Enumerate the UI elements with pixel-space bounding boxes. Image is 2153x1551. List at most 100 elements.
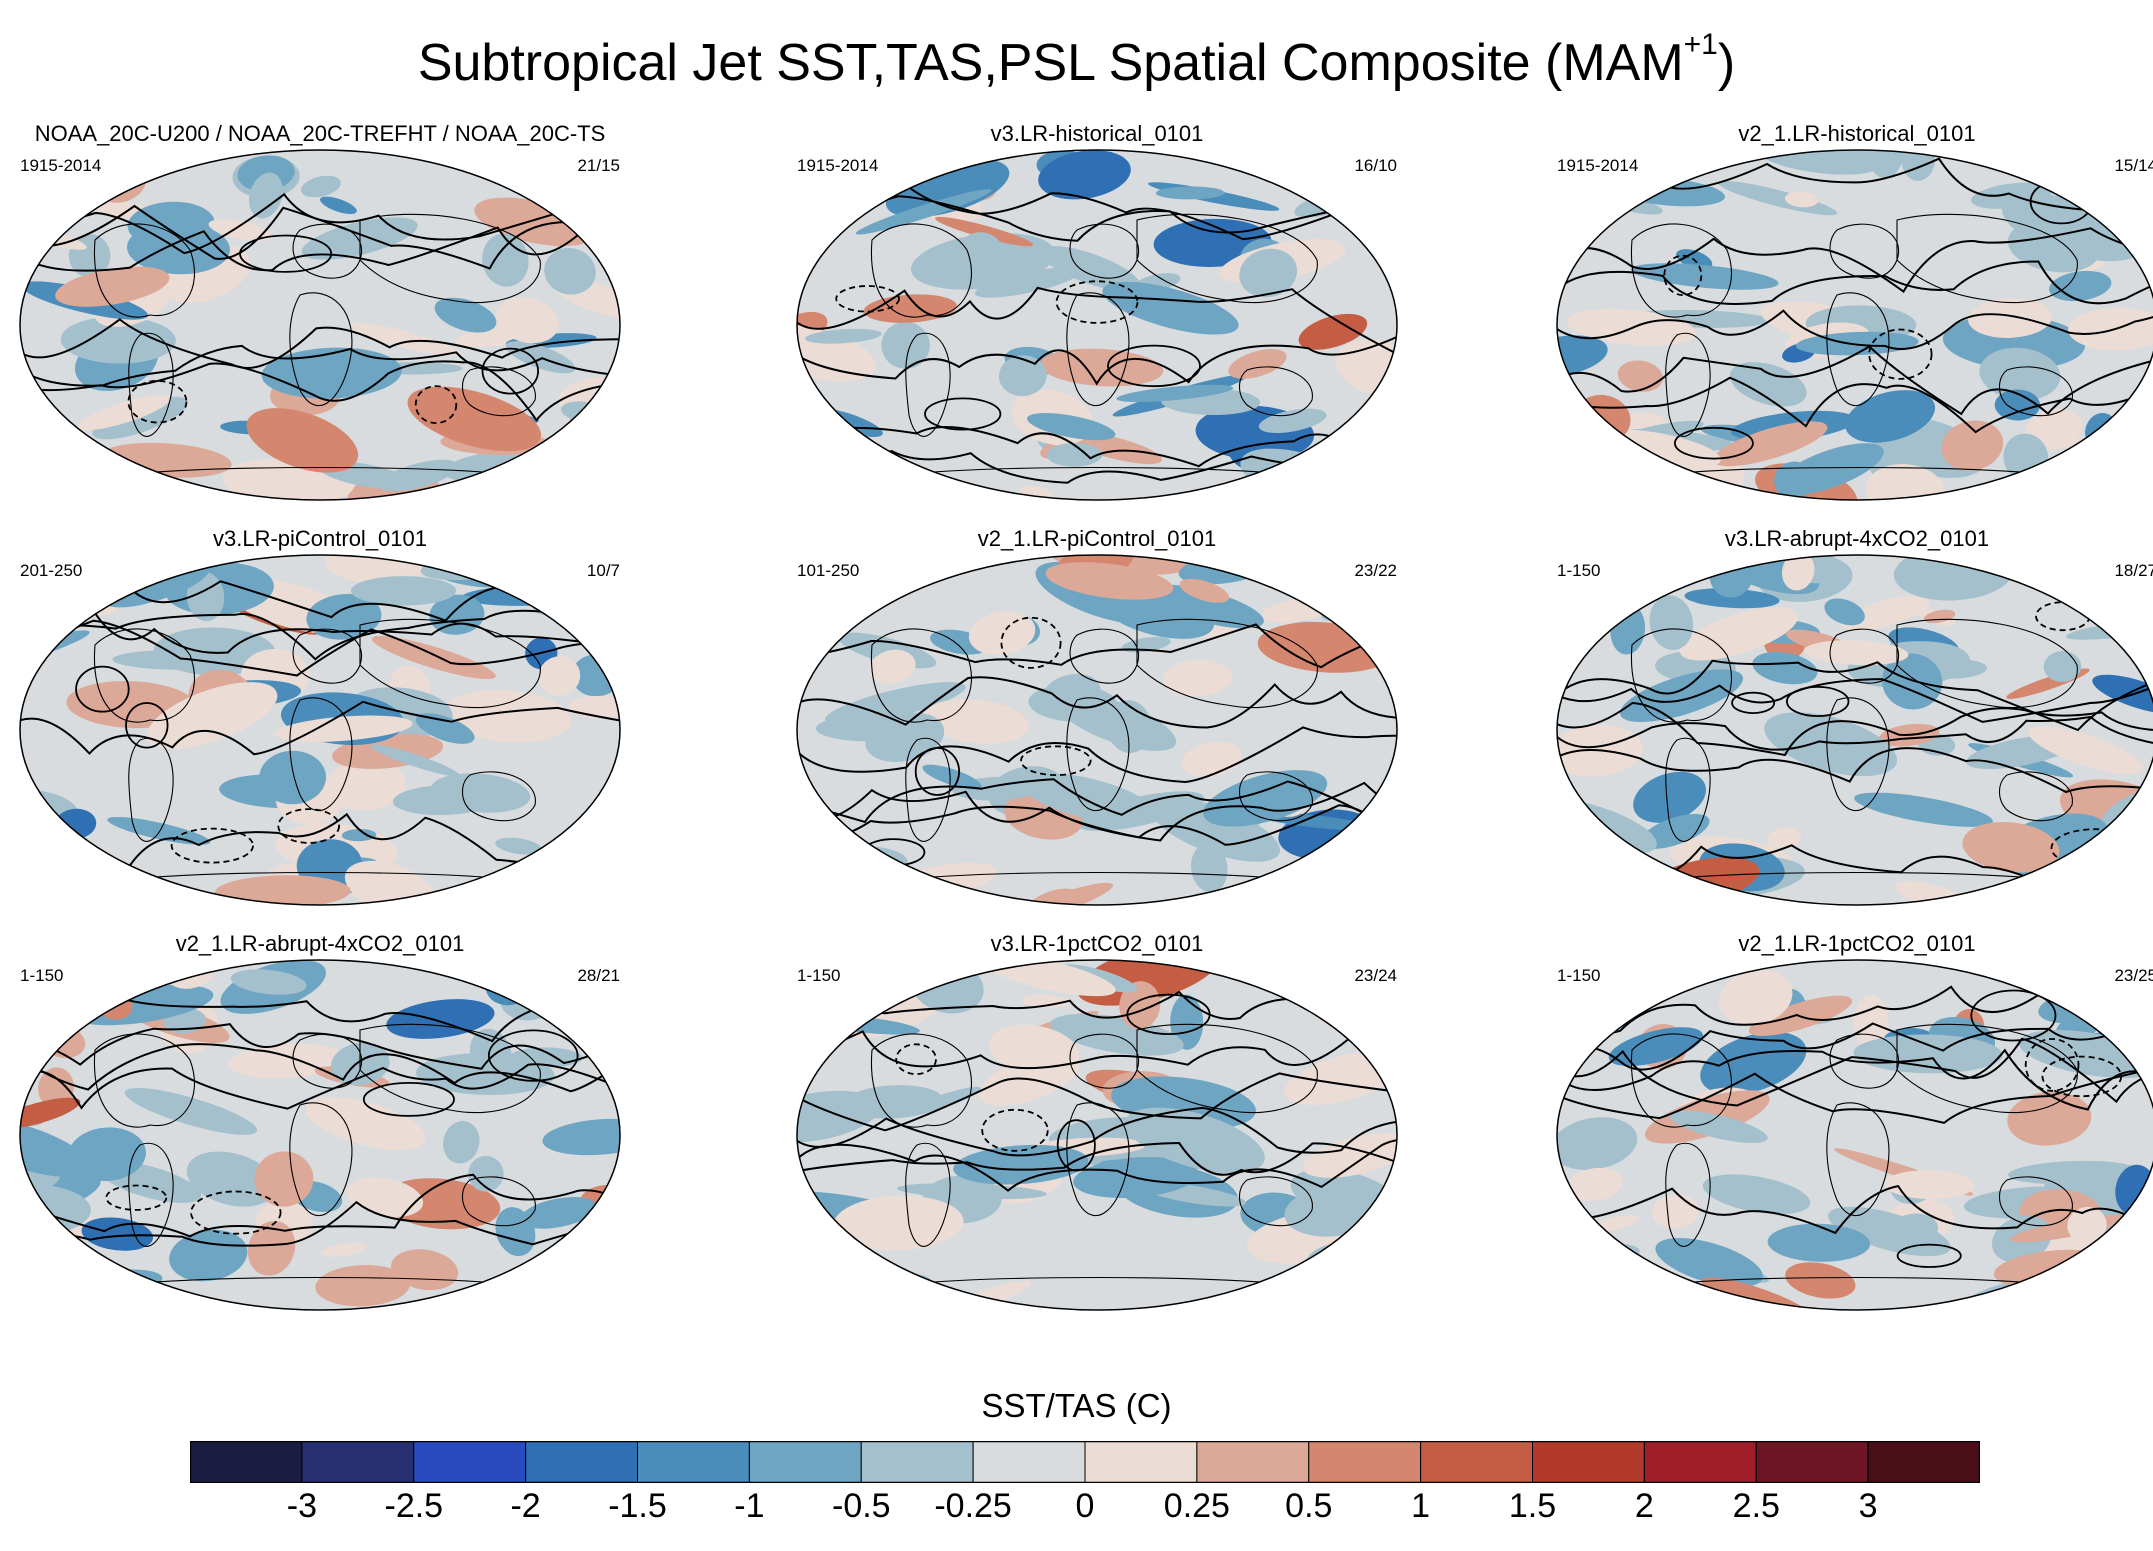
psl-contour-closed xyxy=(981,1108,1049,1152)
coastline xyxy=(1826,292,1890,407)
psl-contour-closed xyxy=(362,1081,455,1117)
psl-contour xyxy=(1557,295,2153,350)
coastline xyxy=(1665,1142,1711,1247)
anomaly-patch xyxy=(2043,650,2082,683)
panel-title: v2_1.LR-abrupt-4xCO2_0101 xyxy=(175,931,465,956)
anomaly-patch xyxy=(998,355,1047,397)
psl-contour xyxy=(797,323,1397,386)
anomaly-patch xyxy=(1882,653,1943,710)
colorbar-segment xyxy=(1532,1441,1645,1483)
anomaly-patch xyxy=(430,773,531,813)
coastline xyxy=(896,466,1298,476)
coastline xyxy=(1826,697,1890,812)
anomaly-patch xyxy=(315,1265,410,1307)
psl-contour xyxy=(20,606,620,654)
global-map xyxy=(19,554,621,906)
psl-contour xyxy=(797,621,1397,669)
anomaly-patch xyxy=(1068,432,1162,465)
anomaly-patch xyxy=(407,386,542,452)
coastline xyxy=(128,332,174,437)
panel-count: 28/21 xyxy=(577,966,620,985)
colorbar-border xyxy=(190,1441,1980,1483)
panel-period: 1-150 xyxy=(1557,561,1601,580)
psl-contour xyxy=(1557,747,2153,794)
panel-count: 21/15 xyxy=(577,156,620,175)
map-panel: v2_1.LR-historical_0101 1915-2014 15/14 xyxy=(1537,120,2153,520)
coastline xyxy=(359,1023,541,1114)
anomaly-patch xyxy=(442,690,572,743)
global-map xyxy=(796,959,1398,1311)
psl-contour xyxy=(797,1141,1397,1176)
anomaly-patch xyxy=(1020,773,1156,824)
anomaly-patch xyxy=(797,456,848,478)
anomaly-patch xyxy=(495,1207,536,1257)
psl-contour-closed xyxy=(414,385,458,425)
coastline xyxy=(1656,871,2058,881)
coastline xyxy=(1136,618,1318,709)
map-border xyxy=(1556,959,2153,1311)
anomaly-patch xyxy=(443,1121,480,1164)
psl-contour-closed xyxy=(239,234,333,273)
anomaly-patch xyxy=(2067,1206,2107,1244)
panel-count: 23/25 xyxy=(2114,966,2153,985)
psl-contour-closed xyxy=(127,380,188,424)
anomaly-patch xyxy=(1767,827,1802,850)
coastline xyxy=(1896,1023,2078,1114)
anomaly-patch xyxy=(1784,191,1819,208)
anomaly-patch xyxy=(2092,674,2153,714)
anomaly-patch xyxy=(1729,362,1807,407)
colorbar-segment xyxy=(637,1441,750,1483)
map-border xyxy=(1556,554,2153,906)
anomaly-patch xyxy=(1684,588,1780,609)
anomaly-patch xyxy=(1228,349,1287,379)
colorbar-segment xyxy=(748,1441,862,1483)
anomaly-patch xyxy=(1702,1174,1811,1215)
colorbar-segment xyxy=(190,1441,303,1483)
psl-contour xyxy=(20,1173,620,1238)
anomaly-patch xyxy=(321,1242,368,1257)
coastline xyxy=(1066,292,1130,407)
panel-period: 1-150 xyxy=(797,966,841,985)
anomaly-patch xyxy=(513,986,620,1003)
anomaly-patch xyxy=(1567,1167,1623,1201)
anomaly-patch xyxy=(246,408,359,473)
psl-contour xyxy=(797,781,1397,842)
coastline xyxy=(1238,771,1313,822)
anomaly-patch xyxy=(300,175,341,198)
coastline xyxy=(1136,1023,1318,1114)
anomaly-patch xyxy=(378,459,459,492)
anomaly-patch xyxy=(1633,771,1707,823)
colorbar-segment xyxy=(301,1441,415,1483)
anomaly-patch xyxy=(1962,822,2060,873)
anomaly-patch xyxy=(77,395,171,431)
panel-title: NOAA_20C-U200 / NOAA_20C-TREFHT / NOAA_2… xyxy=(34,121,606,146)
panel-period: 1-150 xyxy=(1557,966,1601,985)
psl-contour-closed xyxy=(277,808,341,844)
panel-title: v3.LR-abrupt-4xCO2_0101 xyxy=(1724,526,1990,551)
anomaly-patch xyxy=(797,856,863,877)
coastline xyxy=(289,697,353,812)
psl-contour xyxy=(1557,1037,2153,1107)
psl-contour xyxy=(1557,260,2153,306)
coastline xyxy=(1656,1276,2058,1286)
anomaly-patch xyxy=(1968,298,2053,338)
anomaly-patch xyxy=(415,713,475,744)
anomaly-patch xyxy=(805,328,882,344)
panel-count: 16/10 xyxy=(1354,156,1397,175)
psl-contour-closed xyxy=(1107,344,1201,388)
anomaly-patch xyxy=(261,347,402,399)
anomaly-patch xyxy=(1125,1107,1265,1174)
coastline xyxy=(119,871,521,881)
colorbar-tick-label: 0.5 xyxy=(1285,1487,1333,1525)
global-map xyxy=(19,959,621,1311)
psl-contour-closed xyxy=(835,285,900,313)
coastline xyxy=(870,1033,972,1128)
anomaly-patch xyxy=(1865,464,1946,500)
coastline xyxy=(93,223,195,318)
anomaly-patch xyxy=(319,196,357,215)
anomaly-patch xyxy=(797,1263,899,1310)
psl-contour-closed xyxy=(1000,616,1062,669)
colorbar-tick-label: 2 xyxy=(1634,1487,1654,1525)
anomaly-patch xyxy=(1845,390,1936,443)
anomaly-patch xyxy=(1649,595,1694,651)
